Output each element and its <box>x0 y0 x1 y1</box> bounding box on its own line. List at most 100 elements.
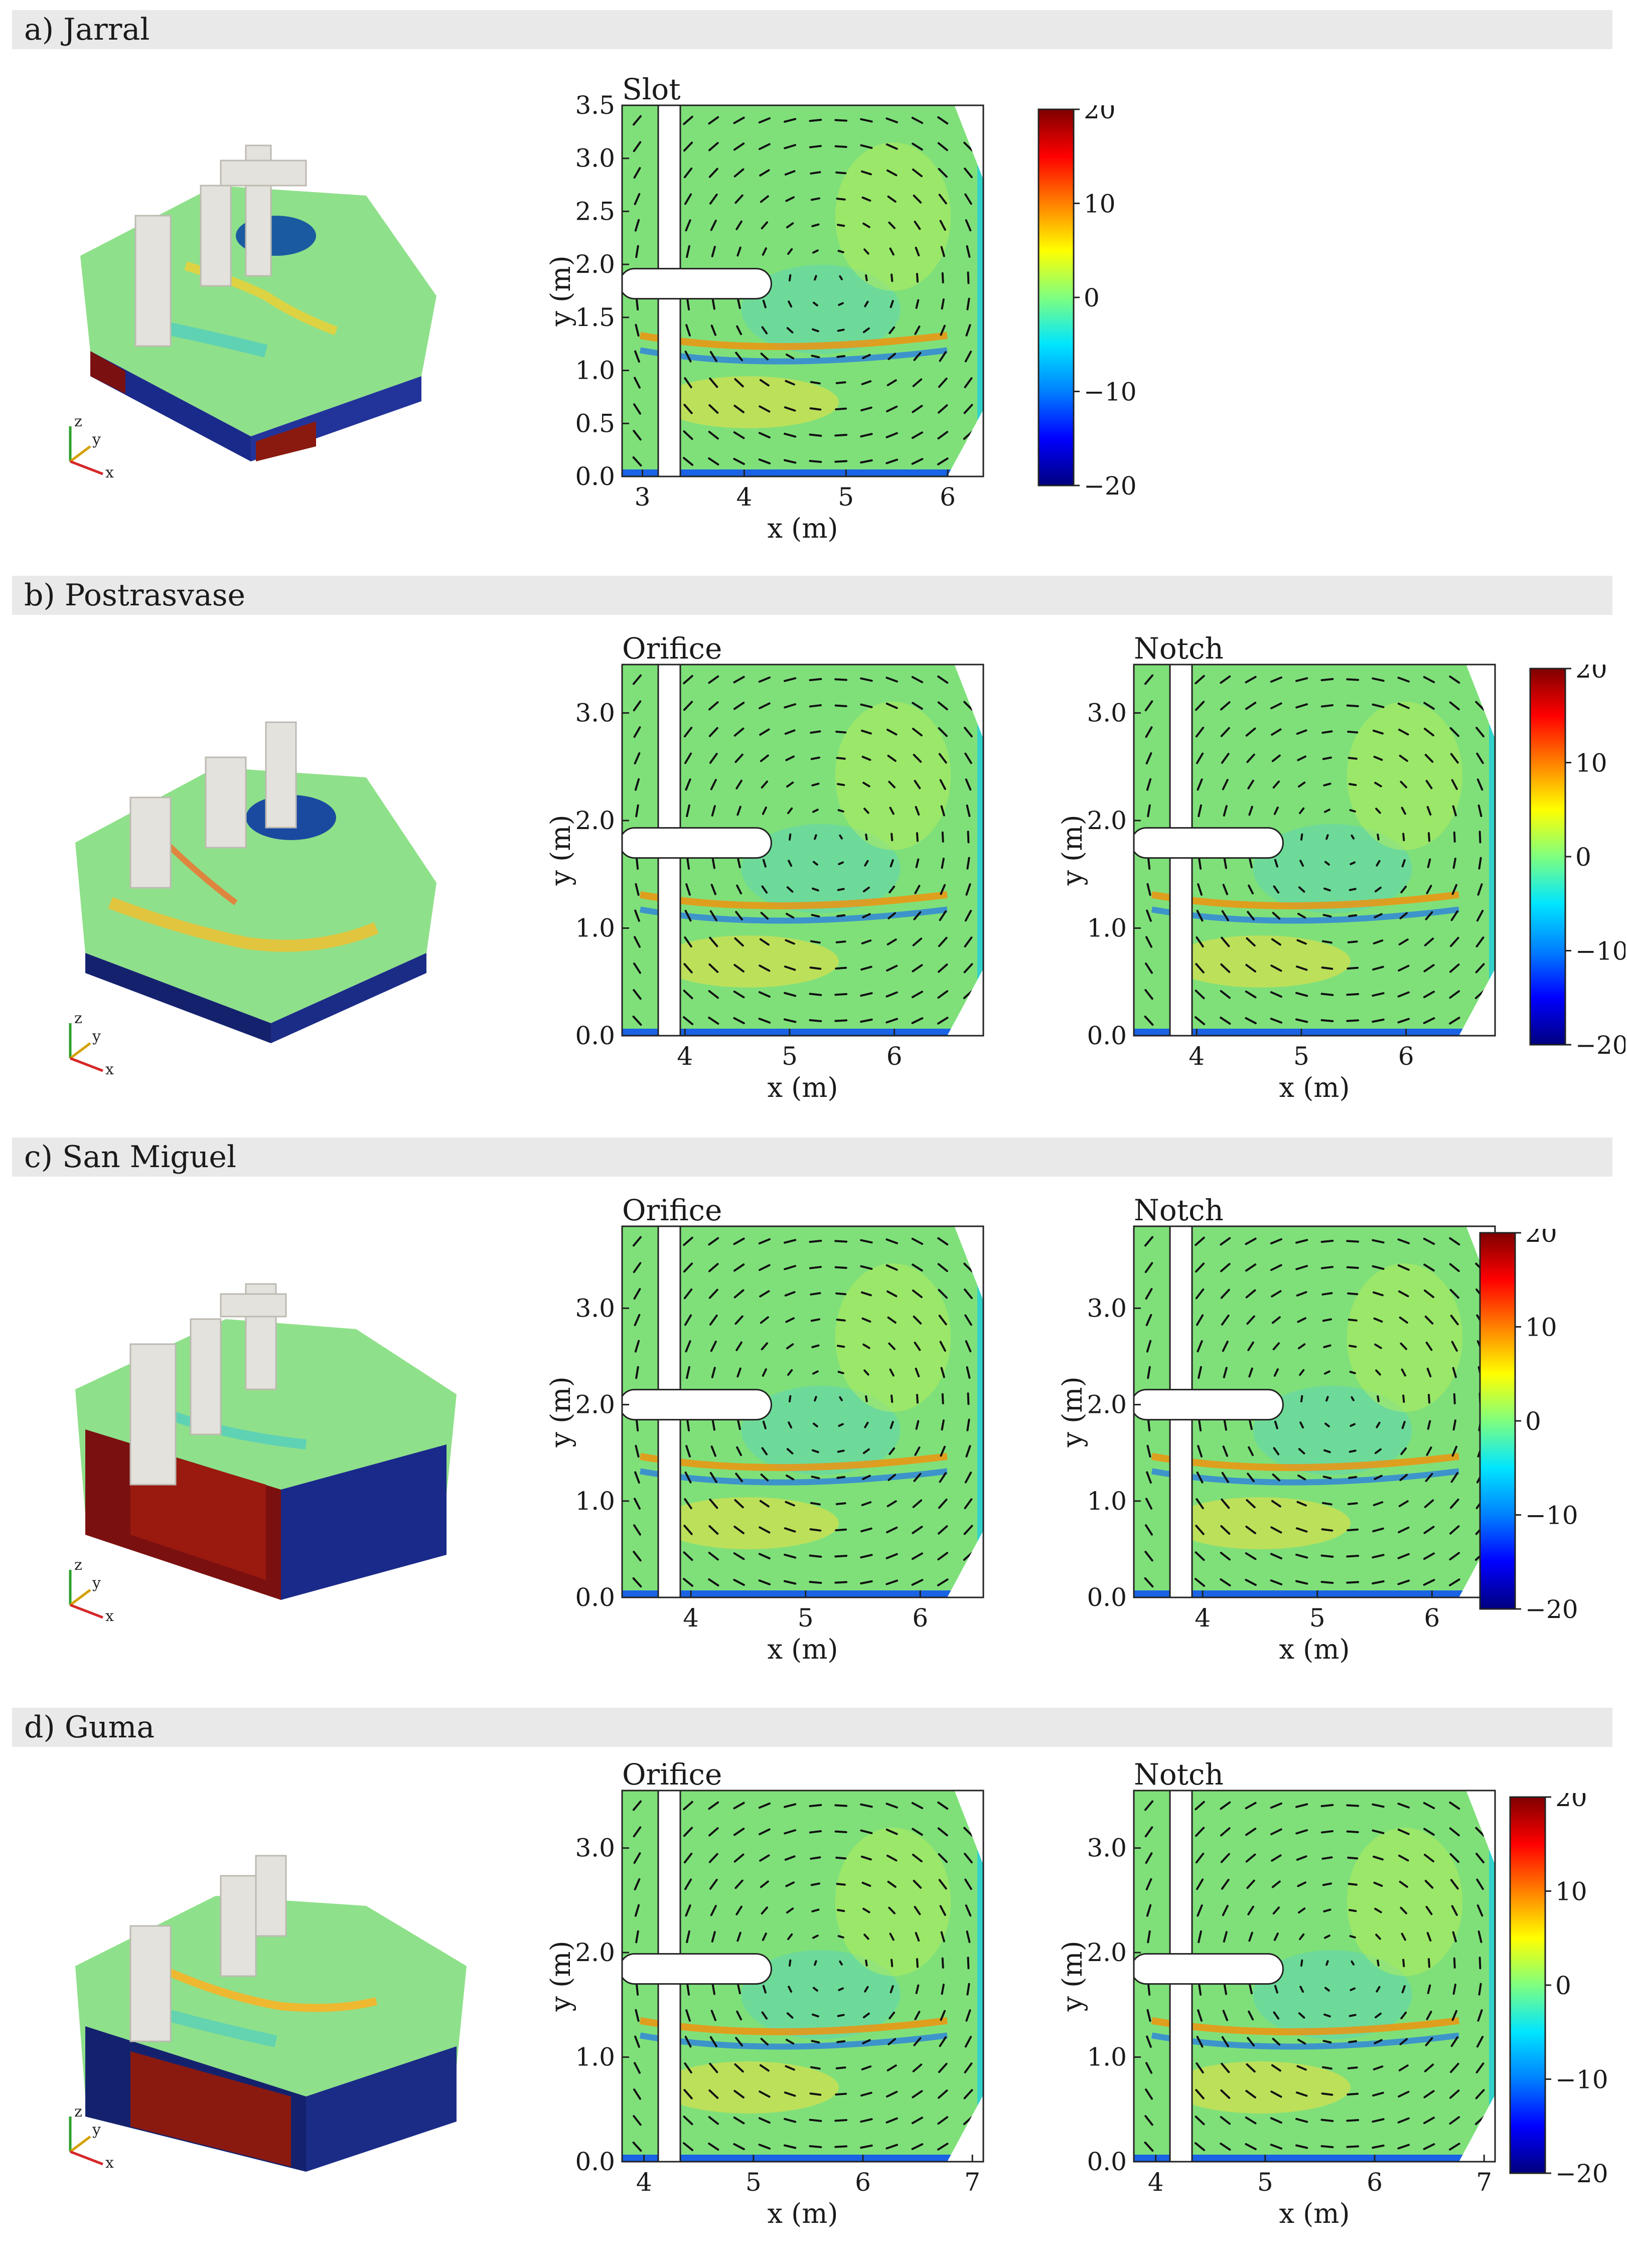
velocity-arrow <box>1299 1369 1305 1376</box>
velocity-arrow <box>1196 2035 1204 2048</box>
field-region <box>1347 702 1463 850</box>
velocity-arrow <box>1144 2141 1154 2152</box>
velocity-arrow <box>912 964 923 973</box>
velocity-arrow <box>683 1852 693 1864</box>
velocity-arrow <box>887 1880 897 1888</box>
velocity-arrow <box>860 729 872 735</box>
velocity-arrow <box>1247 911 1255 921</box>
velocity-arrow <box>1198 1366 1202 1379</box>
velocity-arrow <box>1146 1471 1152 1484</box>
velocity-arrow <box>1450 1879 1459 1890</box>
velocity-arrow <box>1223 1931 1228 1942</box>
field-region <box>1170 1497 1351 1549</box>
velocity-arrow <box>1195 1852 1205 1864</box>
velocity-arrow <box>915 299 920 309</box>
velocity-arrow <box>1223 1367 1228 1378</box>
velocity-arrow <box>860 1527 872 1533</box>
velocity-arrow <box>1453 1393 1456 1404</box>
velocity-arrow <box>784 703 797 709</box>
velocity-arrow <box>632 1577 642 1588</box>
velocity-arrow <box>1347 1856 1359 1860</box>
velocity-arrow <box>733 2089 745 2098</box>
velocity-arrow <box>1222 884 1228 895</box>
velocity-arrow <box>1296 1291 1307 1297</box>
axis-x <box>70 1057 103 1072</box>
velocity-arrow <box>785 1881 795 1887</box>
velocity-arrow <box>733 1802 745 1810</box>
velocity-arrow <box>1423 728 1434 737</box>
velocity-arrow <box>1145 1314 1152 1326</box>
x-tick-label: 6 <box>1398 1042 1414 1071</box>
velocity-arrow <box>860 1580 873 1585</box>
velocity-arrow <box>1450 753 1459 764</box>
velocity-arrow <box>811 1908 820 1912</box>
velocity-arrow <box>1397 991 1410 998</box>
velocity-arrow <box>965 324 971 337</box>
axis-x-label: x <box>105 1061 114 1078</box>
velocity-arrow <box>1320 1830 1334 1834</box>
velocity-arrow <box>1400 1342 1407 1350</box>
velocity-arrow <box>865 834 868 841</box>
velocity-arrow <box>809 2092 822 2096</box>
velocity-arrow <box>785 353 795 360</box>
velocity-arrow <box>758 2117 771 2124</box>
y-tick-label: 2.5 <box>575 197 615 226</box>
velocity-arrow <box>710 220 717 231</box>
velocity-arrow <box>938 963 948 973</box>
velocity-arrow <box>915 1984 920 1994</box>
velocity-arrow <box>1195 1262 1205 1273</box>
velocity-arrow <box>938 936 948 947</box>
velocity-arrow <box>633 1262 642 1273</box>
velocity-arrow <box>1271 938 1281 946</box>
velocity-arrow <box>938 404 948 414</box>
velocity-arrow <box>1372 1527 1384 1533</box>
velocity-arrow <box>1400 1906 1407 1914</box>
baffle-arm <box>622 1953 772 1985</box>
velocity-arrow <box>862 2012 870 2019</box>
velocity-arrow <box>635 1418 639 1432</box>
velocity-arrow <box>885 458 899 464</box>
velocity-arrow <box>1423 1237 1435 1245</box>
velocity-arrow <box>913 754 922 763</box>
velocity-arrow <box>1195 990 1205 1000</box>
x-tick-label: 5 <box>1293 1042 1309 1071</box>
velocity-arrow <box>1372 2091 1384 2097</box>
velocity-arrow <box>862 327 870 334</box>
velocity-arrow <box>836 1345 845 1348</box>
velocity-arrow <box>733 1237 745 1245</box>
velocity-arrow <box>683 2089 693 2099</box>
velocity-arrow <box>758 1802 771 1809</box>
velocity-arrow <box>759 702 771 710</box>
velocity-arrow <box>787 807 793 815</box>
velocity-arrow <box>1425 780 1433 789</box>
velocity-arrow <box>1347 1502 1358 1505</box>
velocity-arrow <box>1400 780 1407 788</box>
y-axis-label: y (m) <box>547 1376 576 1447</box>
render-3d-san-miguel <box>75 1283 457 1600</box>
velocity-arrow <box>912 702 923 710</box>
velocity-arrow <box>1397 1238 1410 1244</box>
velocity-arrow <box>860 433 873 438</box>
velocity-arrow <box>886 405 898 413</box>
velocity-arrow <box>1245 2089 1256 2098</box>
velocity-arrow <box>783 1580 797 1585</box>
y-tick-label: 3.0 <box>575 144 615 173</box>
field-region <box>658 1497 839 1549</box>
velocity-arrow <box>761 2011 768 2020</box>
velocity-arrow <box>1449 675 1460 684</box>
velocity-arrow <box>966 804 971 818</box>
velocity-arrow <box>785 755 795 761</box>
velocity-arrow <box>784 2091 796 2097</box>
velocity-arrow <box>912 1828 923 1836</box>
velocity-arrow <box>1449 990 1460 999</box>
plot-field <box>622 1226 983 1597</box>
velocity-arrow <box>1296 2065 1307 2071</box>
velocity-arrow <box>784 1553 797 1559</box>
colorbar-tick-label: −10 <box>1555 2065 1608 2094</box>
velocity-arrow <box>1423 2143 1435 2150</box>
velocity-arrow <box>1298 886 1305 893</box>
velocity-arrow <box>735 2037 743 2047</box>
velocity-arrow <box>635 1444 640 1458</box>
velocity-arrow <box>736 805 742 816</box>
velocity-arrow <box>886 2090 898 2098</box>
